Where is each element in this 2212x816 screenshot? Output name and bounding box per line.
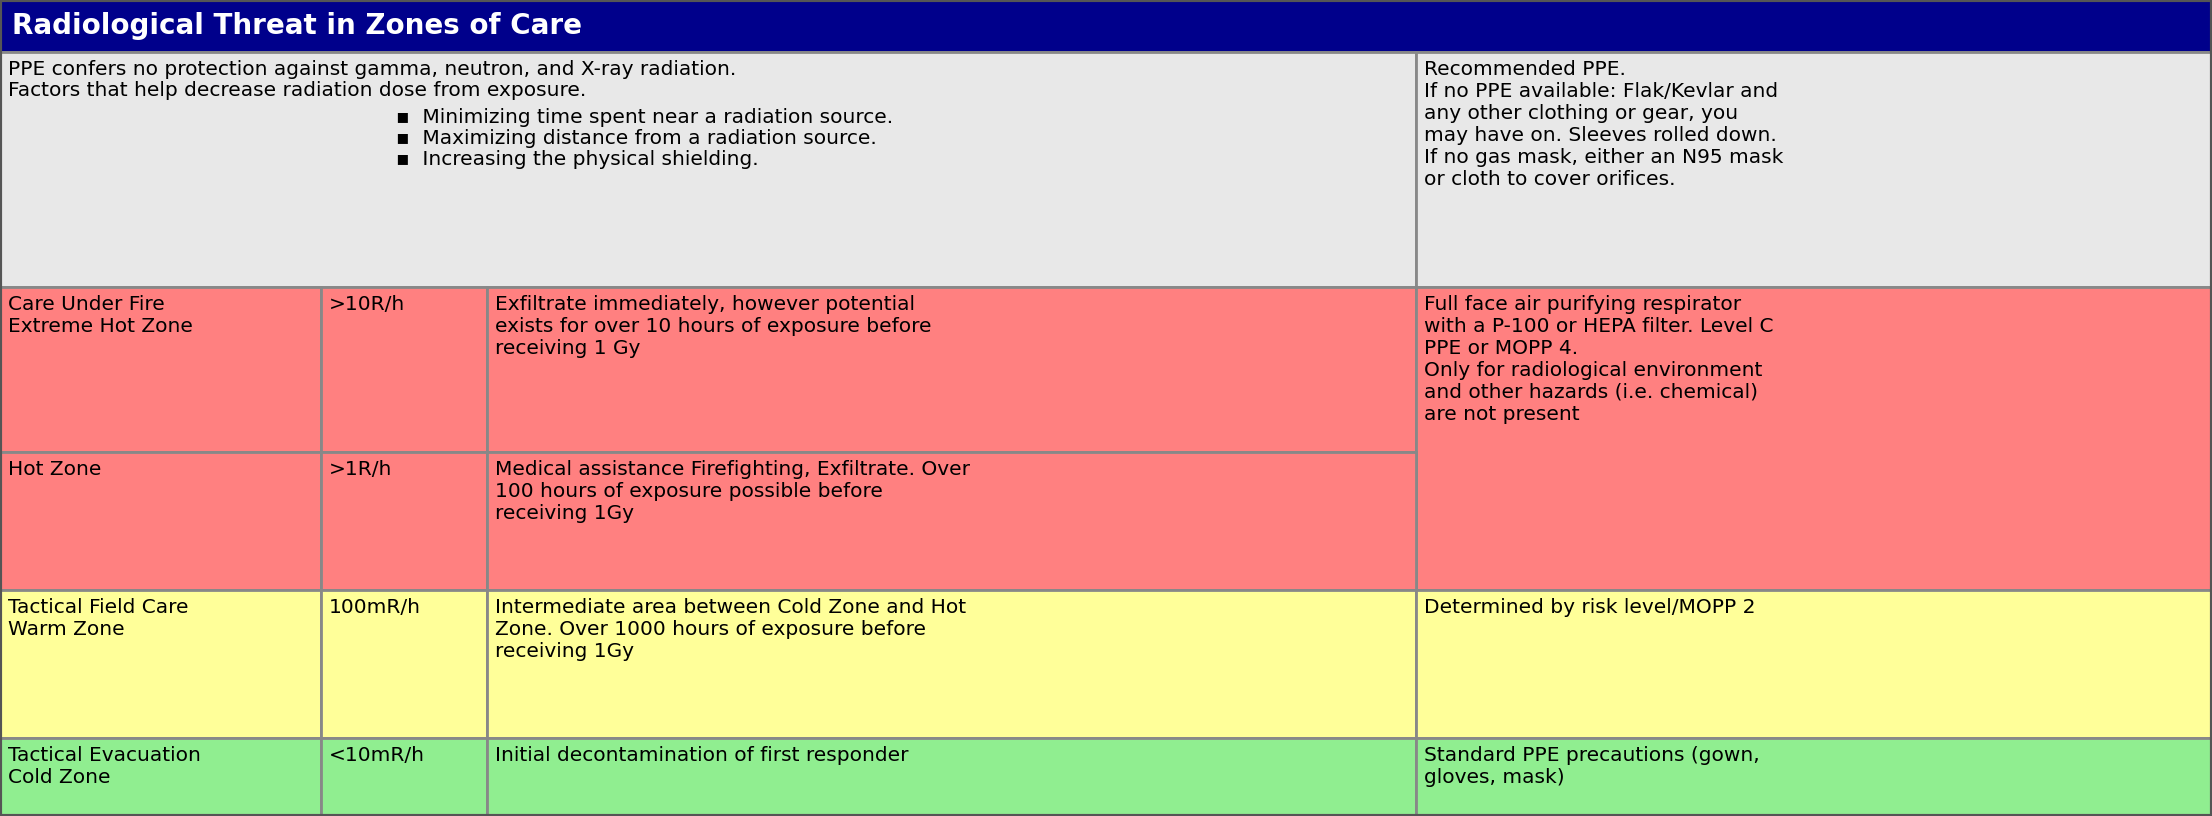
Bar [487,452,1416,590]
Text: Recommended PPE.
If no PPE available: Flak/Kevlar and
any other clothing or gear: Recommended PPE. If no PPE available: Fl… [1425,60,1783,189]
Text: Exfiltrate immediately, however potential
exists for over 10 hours of exposure b: Exfiltrate immediately, however potentia… [495,295,931,358]
Text: Initial decontamination of first responder: Initial decontamination of first respond… [495,746,909,765]
Bar [0,0,2212,52]
Text: Tactical Field Care
Warm Zone: Tactical Field Care Warm Zone [9,598,188,639]
Bar [321,738,487,816]
Bar [0,738,321,816]
Text: ▪  Increasing the physical shielding.: ▪ Increasing the physical shielding. [396,150,759,170]
Text: Standard PPE precautions (gown,
gloves, mask): Standard PPE precautions (gown, gloves, … [1425,746,1759,787]
Bar [0,452,321,590]
Bar [321,452,487,590]
Text: <10mR/h: <10mR/h [330,746,425,765]
Bar [487,738,1416,816]
Bar [1416,590,2212,738]
Bar [321,590,487,738]
Text: >10R/h: >10R/h [330,295,405,314]
Text: Hot Zone: Hot Zone [9,460,102,479]
Text: Intermediate area between Cold Zone and Hot
Zone. Over 1000 hours of exposure be: Intermediate area between Cold Zone and … [495,598,967,661]
Bar [1416,738,2212,816]
Bar [0,287,321,452]
Text: Care Under Fire
Extreme Hot Zone: Care Under Fire Extreme Hot Zone [9,295,192,336]
Bar [487,590,1416,738]
Text: PPE confers no protection against gamma, neutron, and X-ray radiation.: PPE confers no protection against gamma,… [9,60,737,79]
Bar [0,590,321,738]
Text: Full face air purifying respirator
with a P-100 or HEPA filter. Level C
PPE or M: Full face air purifying respirator with … [1425,295,1774,424]
Bar [321,287,487,452]
Text: Determined by risk level/MOPP 2: Determined by risk level/MOPP 2 [1425,598,1754,617]
Text: ▪  Maximizing distance from a radiation source.: ▪ Maximizing distance from a radiation s… [396,130,878,149]
Text: Factors that help decrease radiation dose from exposure.: Factors that help decrease radiation dos… [9,81,586,100]
Text: >1R/h: >1R/h [330,460,392,479]
Bar [487,287,1416,452]
Text: ▪  Minimizing time spent near a radiation source.: ▪ Minimizing time spent near a radiation… [396,109,894,127]
Text: Tactical Evacuation
Cold Zone: Tactical Evacuation Cold Zone [9,746,201,787]
Bar [0,52,1416,287]
Bar [1416,52,2212,287]
Bar [1416,287,2212,590]
Text: Radiological Threat in Zones of Care: Radiological Threat in Zones of Care [11,12,582,40]
Text: Medical assistance Firefighting, Exfiltrate. Over
100 hours of exposure possible: Medical assistance Firefighting, Exfiltr… [495,460,969,523]
Text: 100mR/h: 100mR/h [330,598,420,617]
